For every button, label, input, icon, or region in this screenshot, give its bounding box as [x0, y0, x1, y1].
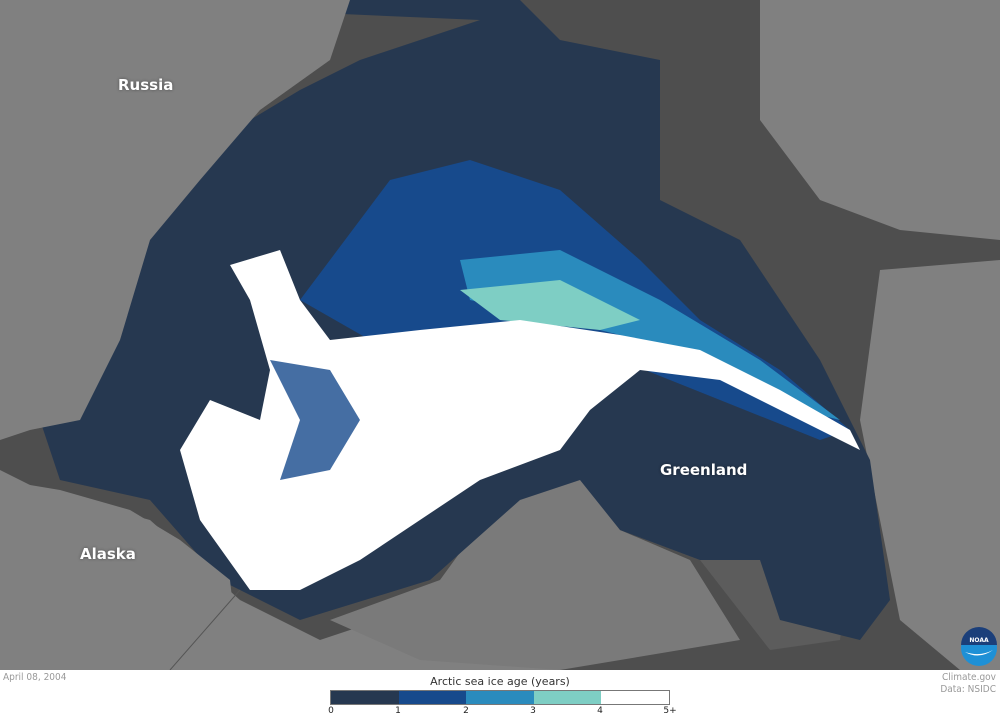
legend-tick: 1	[395, 706, 401, 716]
alaska-canada-border	[169, 589, 241, 670]
label-russia: Russia	[118, 76, 174, 94]
label-alaska: Alaska	[80, 545, 136, 563]
legend-title: Arctic sea ice age (years)	[430, 675, 570, 688]
legend-tick: 3	[530, 706, 536, 716]
legend-swatch-4-5	[601, 691, 669, 704]
ice-5-plus	[180, 250, 860, 590]
legend-swatch-2-3	[466, 691, 534, 704]
source-label: Data: NSIDC	[940, 684, 996, 695]
legend-swatch-3-4	[533, 691, 602, 704]
ice-1-2-patch	[270, 360, 360, 480]
ice-3-4	[460, 280, 640, 330]
legend-tick: 4	[597, 706, 603, 716]
legend-colorbar	[330, 690, 670, 705]
legend-swatch-0-1	[331, 691, 399, 704]
canada-islands	[330, 420, 740, 670]
credit-label: Climate.gov	[941, 672, 996, 683]
legend-tick: 5+	[663, 706, 677, 716]
legend-tick: 0	[328, 706, 334, 716]
alaska-land	[0, 480, 240, 670]
legend-swatch-1-2	[398, 691, 467, 704]
date-label: April 08, 2004	[3, 672, 67, 683]
russia-land	[0, 0, 350, 440]
noaa-logo: NOAA	[961, 627, 997, 666]
svalbard-region	[760, 0, 1000, 240]
sea-ice-age-map: NOAA	[0, 0, 1000, 670]
svg-text:NOAA: NOAA	[969, 637, 989, 644]
label-greenland: Greenland	[660, 461, 748, 479]
legend-tick: 2	[463, 706, 469, 716]
